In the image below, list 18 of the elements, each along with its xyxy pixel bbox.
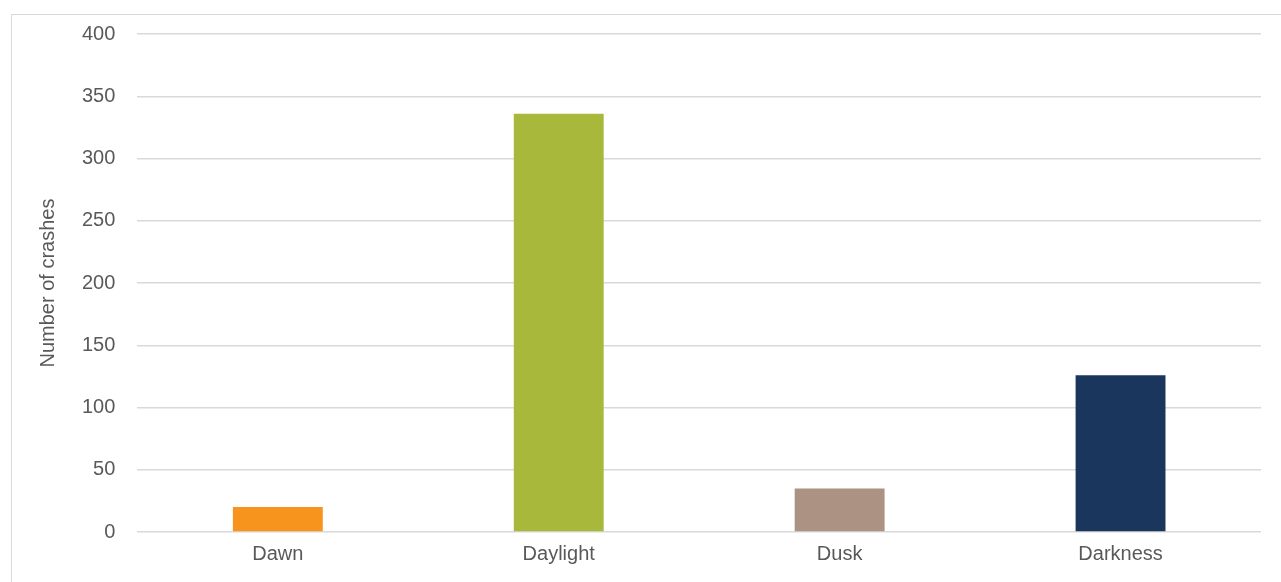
y-tick-label: 100: [81, 395, 116, 418]
y-tick-label: 0: [104, 519, 116, 542]
bar: [1075, 375, 1166, 532]
y-tick-label: 50: [93, 457, 116, 480]
y-tick-label: 250: [81, 208, 116, 231]
y-tick-label: 150: [81, 332, 116, 355]
x-tick-label: Dawn: [252, 541, 304, 564]
x-tick-label: Darkness: [1078, 541, 1163, 564]
bar: [794, 488, 885, 532]
bar: [232, 507, 323, 532]
y-tick-label: 400: [81, 21, 116, 44]
x-tick-label: Daylight: [522, 541, 596, 564]
y-axis-title: Number of crashes: [35, 198, 58, 368]
y-tick-label: 350: [81, 83, 116, 106]
x-tick-label: Dusk: [816, 541, 864, 564]
y-tick-label: 300: [81, 146, 116, 169]
y-tick-label: 200: [81, 270, 116, 293]
bar: [513, 113, 604, 532]
